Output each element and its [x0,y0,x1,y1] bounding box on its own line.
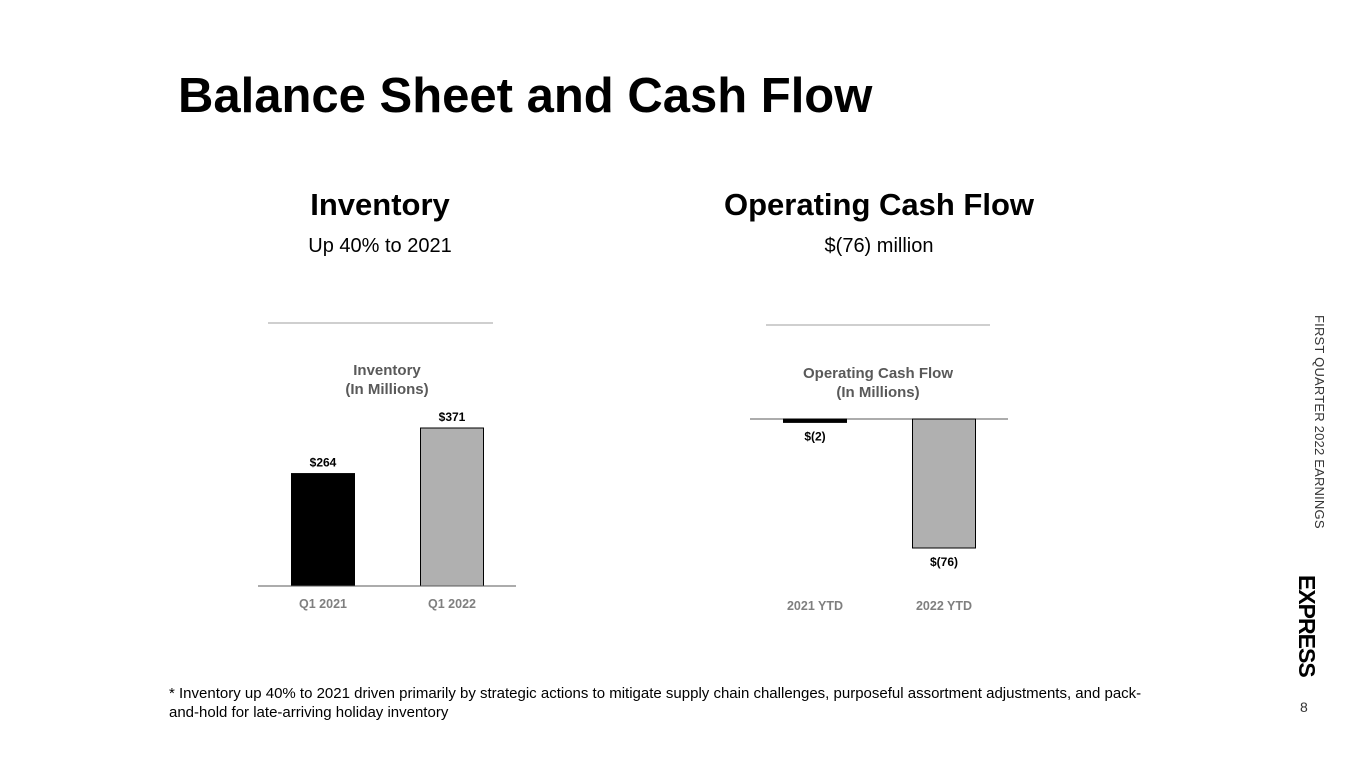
inventory-heading: Inventory [310,187,450,222]
inventory-chart: Inventory (In Millions) $264 Q1 2021 $371 Q… [258,322,516,611]
side-label: FIRST QUARTER 2022 EARNINGS [1312,315,1327,529]
footnote: * Inventory up 40% to 2021 driven primar… [169,685,1142,721]
inventory-bar-2 [420,427,484,587]
cash-flow-tick-label-1: 2021 YTD [787,599,843,613]
express-logo: EXPRESS [1294,575,1320,677]
cash-flow-subheading: $(76) million [824,235,934,257]
cash-flow-tick-label-2: 2022 YTD [916,599,972,613]
inventory-subheading: Up 40% to 2021 [308,235,452,257]
cash-flow-chart-title: Operating Cash Flow [803,365,953,382]
inventory-data-label-1: $264 [310,456,337,470]
cash-flow-heading: Operating Cash Flow [723,187,1035,222]
cash-flow-data-label-1: $(2) [804,429,825,443]
page-number: 8 [1300,699,1308,715]
cash-flow-chart: Operating Cash Flow (In Millions) $(2) 20… [750,324,1008,613]
slide-title: Balance Sheet and Cash Flow [178,69,873,123]
cash-flow-bar-1 [783,418,847,423]
cash-flow-chart-subtitle: (In Millions) [836,384,919,401]
cash-flow-data-label-2: $(76) [930,555,958,569]
cash-flow-bar-2 [912,418,976,549]
inventory-tick-label-1: Q1 2021 [299,597,347,611]
inventory-chart-title: Inventory [353,362,421,379]
inventory-data-label-2: $371 [439,410,466,424]
inventory-tick-label-2: Q1 2022 [428,597,476,611]
inventory-chart-subtitle: (In Millions) [345,381,428,398]
inventory-bar-1 [291,473,355,587]
